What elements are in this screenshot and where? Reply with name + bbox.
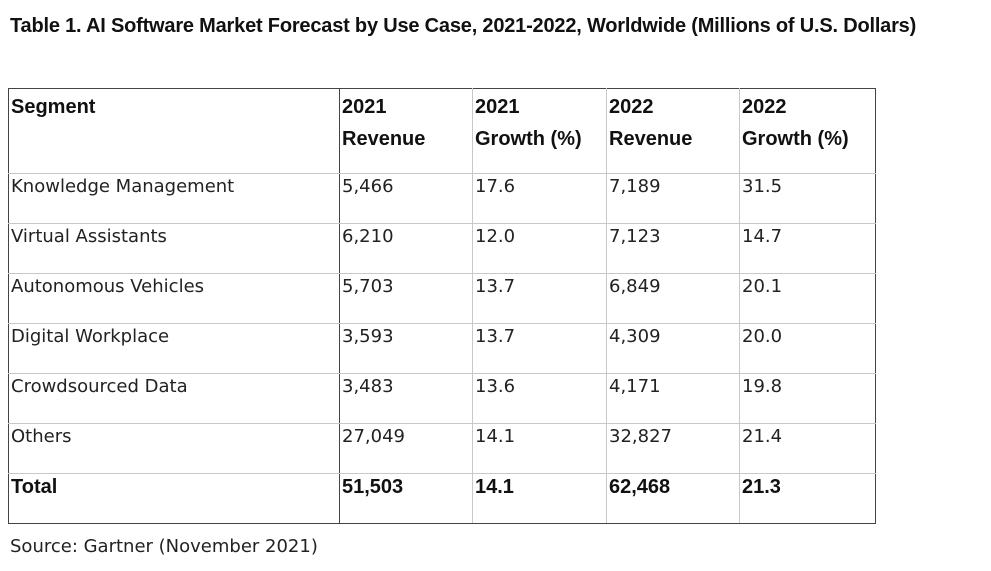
- header-2021-revenue-line2: Revenue: [342, 128, 426, 150]
- header-2021-growth-line1: 2021: [475, 96, 520, 118]
- table-title: Table 1. AI Software Market Forecast by …: [10, 15, 917, 37]
- header-2021-revenue-line1: 2021: [342, 96, 387, 118]
- cell-2021-revenue: 5,703: [339, 273, 473, 324]
- header-2022-growth-line1: 2022: [742, 96, 787, 118]
- table-row: Knowledge Management 5,466 17.6 7,189 31…: [8, 173, 876, 224]
- cell-2022-revenue: 32,827: [606, 423, 740, 474]
- cell-2021-growth: 13.7: [472, 273, 607, 324]
- cell-2021-growth: 17.6: [472, 173, 607, 224]
- cell-2022-growth: 19.8: [739, 373, 876, 424]
- cell-2022-revenue: 7,189: [606, 173, 740, 224]
- total-2022-growth: 21.3: [739, 473, 876, 524]
- table-row: Digital Workplace 3,593 13.7 4,309 20.0: [8, 323, 876, 374]
- table-row: Others 27,049 14.1 32,827 21.4: [8, 423, 876, 474]
- cell-2022-growth: 14.7: [739, 223, 876, 274]
- cell-2022-revenue: 4,171: [606, 373, 740, 424]
- total-segment: Total: [8, 473, 340, 524]
- cell-2021-growth: 13.7: [472, 323, 607, 374]
- header-segment: Segment: [8, 88, 340, 174]
- cell-segment: Digital Workplace: [8, 323, 340, 374]
- cell-2022-revenue: 6,849: [606, 273, 740, 324]
- cell-2021-growth: 13.6: [472, 373, 607, 424]
- cell-segment: Virtual Assistants: [8, 223, 340, 274]
- header-2021-growth-line2: Growth (%): [475, 128, 582, 150]
- header-2022-growth: 2022 Growth (%): [739, 88, 876, 174]
- cell-segment: Crowdsourced Data: [8, 373, 340, 424]
- cell-segment: Autonomous Vehicles: [8, 273, 340, 324]
- table-row: Autonomous Vehicles 5,703 13.7 6,849 20.…: [8, 273, 876, 324]
- cell-2022-growth: 20.0: [739, 323, 876, 374]
- cell-2022-revenue: 7,123: [606, 223, 740, 274]
- source-note: Source: Gartner (November 2021): [10, 536, 318, 557]
- cell-2021-revenue: 3,483: [339, 373, 473, 424]
- cell-2021-revenue: 5,466: [339, 173, 473, 224]
- table-total-row: Total 51,503 14.1 62,468 21.3: [8, 473, 876, 524]
- cell-2021-revenue: 27,049: [339, 423, 473, 474]
- header-2022-growth-line2: Growth (%): [742, 128, 849, 150]
- header-2021-revenue: 2021 Revenue: [339, 88, 473, 174]
- cell-2021-revenue: 3,593: [339, 323, 473, 374]
- header-2021-growth: 2021 Growth (%): [472, 88, 607, 174]
- header-2022-revenue-line2: Revenue: [609, 128, 693, 150]
- ai-market-forecast-table: Segment 2021 Revenue 2021 Growth (%) 2022 R…: [8, 88, 876, 524]
- total-2021-revenue: 51,503: [339, 473, 473, 524]
- cell-2022-growth: 20.1: [739, 273, 876, 324]
- cell-2021-revenue: 6,210: [339, 223, 473, 274]
- cell-2022-growth: 21.4: [739, 423, 876, 474]
- cell-segment: Knowledge Management: [8, 173, 340, 224]
- cell-2021-growth: 14.1: [472, 423, 607, 474]
- header-segment-line1: Segment: [11, 96, 96, 118]
- table-row: Crowdsourced Data 3,483 13.6 4,171 19.8: [8, 373, 876, 424]
- cell-2022-revenue: 4,309: [606, 323, 740, 374]
- header-2022-revenue: 2022 Revenue: [606, 88, 740, 174]
- total-2022-revenue: 62,468: [606, 473, 740, 524]
- header-2022-revenue-line1: 2022: [609, 96, 654, 118]
- table-header-row: Segment 2021 Revenue 2021 Growth (%) 2022 R…: [8, 88, 876, 174]
- total-2021-growth: 14.1: [472, 473, 607, 524]
- cell-2021-growth: 12.0: [472, 223, 607, 274]
- cell-2022-growth: 31.5: [739, 173, 876, 224]
- table-row: Virtual Assistants 6,210 12.0 7,123 14.7: [8, 223, 876, 274]
- cell-segment: Others: [8, 423, 340, 474]
